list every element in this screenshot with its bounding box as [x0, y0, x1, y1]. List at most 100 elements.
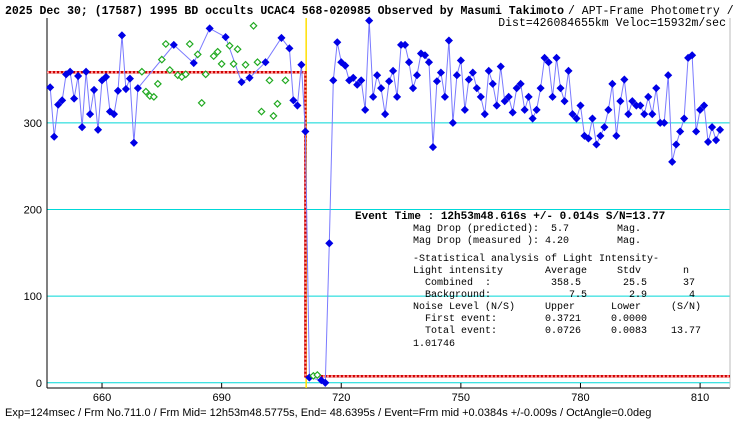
data-point	[476, 92, 485, 101]
data-point	[520, 105, 529, 114]
annotation: Mag Drop (measured ): 4.20 Mag.	[413, 235, 641, 247]
data-point	[301, 127, 310, 136]
data-point	[389, 66, 398, 75]
data-point	[89, 85, 99, 94]
data-point	[153, 79, 162, 88]
data-point	[704, 137, 713, 146]
data-point	[365, 16, 374, 25]
data-point	[484, 66, 493, 75]
data-point	[540, 53, 549, 62]
data-point	[420, 51, 430, 60]
data-point	[636, 101, 645, 110]
data-point	[205, 24, 214, 33]
x-tick-label: 720	[332, 392, 350, 404]
data-point	[624, 110, 633, 119]
data-point	[217, 59, 226, 68]
data-point	[444, 36, 453, 45]
data-point	[556, 84, 565, 93]
data-point	[668, 157, 677, 166]
data-point	[600, 123, 609, 132]
data-point	[532, 105, 541, 114]
data-point	[189, 59, 198, 68]
data-point	[708, 123, 717, 132]
data-point	[209, 52, 218, 61]
data-point	[608, 79, 617, 88]
data-point	[369, 92, 378, 101]
data-point	[97, 76, 107, 85]
annotation: Mag Drop (predicted): 5.7 Mag.	[413, 223, 641, 235]
data-point	[373, 71, 382, 80]
data-point	[393, 92, 402, 101]
data-point	[596, 131, 605, 140]
data-point	[321, 378, 330, 387]
data-point	[468, 68, 477, 77]
data-point	[325, 239, 334, 248]
data-point	[165, 65, 174, 75]
data-point	[652, 84, 661, 93]
annotation: Total event: 0.0726 0.0083 13.77	[413, 325, 701, 337]
footer: Exp=124msec / Frm No.711.0 / Frm Mid= 12…	[5, 407, 651, 419]
data-point	[117, 31, 127, 40]
data-point	[121, 85, 130, 94]
y-tick-label: 300	[24, 118, 42, 130]
data-point	[129, 138, 138, 147]
data-point	[377, 84, 386, 93]
model-hatch	[47, 71, 730, 378]
data-point	[440, 92, 449, 101]
annotation: Light intensity Average Stdv n	[413, 265, 689, 277]
data-point	[109, 110, 119, 119]
data-point	[58, 96, 67, 105]
data-point	[696, 105, 705, 114]
data-point	[516, 79, 525, 88]
data-point	[692, 127, 701, 136]
data-point	[508, 108, 517, 117]
data-point	[289, 96, 298, 105]
data-point	[460, 105, 469, 114]
data-point	[293, 101, 302, 110]
data-point	[93, 125, 103, 134]
data-point	[157, 55, 166, 64]
data-point	[193, 50, 202, 59]
data-point	[640, 110, 649, 119]
x-tick-label: 810	[691, 392, 709, 404]
data-point	[245, 73, 254, 82]
data-point	[137, 67, 146, 76]
event-time: Event Time : 12h53m48.616s +/- 0.014s S/…	[355, 211, 665, 223]
data-point	[404, 58, 414, 67]
data-point	[46, 83, 55, 92]
data-point	[381, 110, 390, 119]
data-point	[297, 60, 306, 69]
data-point	[229, 59, 238, 68]
data-point	[385, 77, 394, 86]
data-point	[133, 84, 142, 93]
data-point	[564, 66, 573, 75]
data-point	[269, 111, 278, 120]
data-point	[181, 70, 190, 79]
data-point	[664, 71, 673, 80]
data-point	[584, 134, 593, 143]
data-point	[672, 140, 681, 149]
data-point	[680, 114, 689, 123]
data-point	[456, 56, 465, 65]
data-point	[424, 58, 434, 67]
data-point	[273, 99, 282, 108]
data-point	[548, 92, 557, 101]
data-point	[448, 118, 457, 127]
data-point	[113, 86, 123, 95]
data-point	[161, 39, 170, 49]
data-point	[524, 92, 533, 101]
data-point	[125, 74, 134, 83]
data-point	[82, 67, 91, 76]
data-point	[185, 39, 194, 49]
data-point	[496, 62, 505, 71]
data-point	[54, 100, 63, 109]
data-point	[504, 92, 513, 101]
data-point	[648, 110, 657, 119]
subtitle: Dist=426084655km Veloc=15932m/sec	[498, 17, 726, 30]
data-point	[628, 97, 637, 106]
data-point	[74, 72, 83, 81]
data-point	[249, 21, 258, 30]
data-point	[329, 76, 338, 85]
chart-title-line: 2025 Dec 30; (17587) 1995 BD occults UCA…	[5, 5, 734, 18]
data-point	[676, 127, 685, 136]
